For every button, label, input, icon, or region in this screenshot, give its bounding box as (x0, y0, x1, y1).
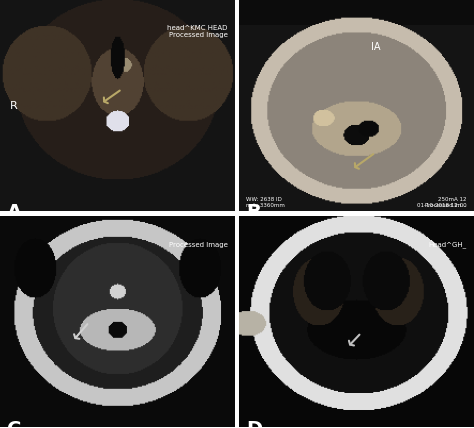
Text: IA: IA (371, 42, 380, 52)
Text: R: R (9, 101, 17, 111)
Text: C: C (7, 419, 21, 428)
Text: B: B (246, 203, 261, 223)
Text: Processed Im...: Processed Im... (425, 203, 467, 208)
Text: A: A (7, 203, 22, 223)
Text: Processed Image: Processed Image (169, 241, 228, 247)
Text: WW: 2638 ID
m L: 3360mm: WW: 2638 ID m L: 3360mm (246, 197, 285, 208)
Text: D: D (246, 419, 263, 428)
Text: Head^GH_: Head^GH_ (429, 241, 467, 248)
Text: head^KMC HEAD
Processed Image: head^KMC HEAD Processed Image (167, 25, 228, 39)
Text: 250mA 12
01-10-2018 12:00: 250mA 12 01-10-2018 12:00 (417, 197, 467, 208)
